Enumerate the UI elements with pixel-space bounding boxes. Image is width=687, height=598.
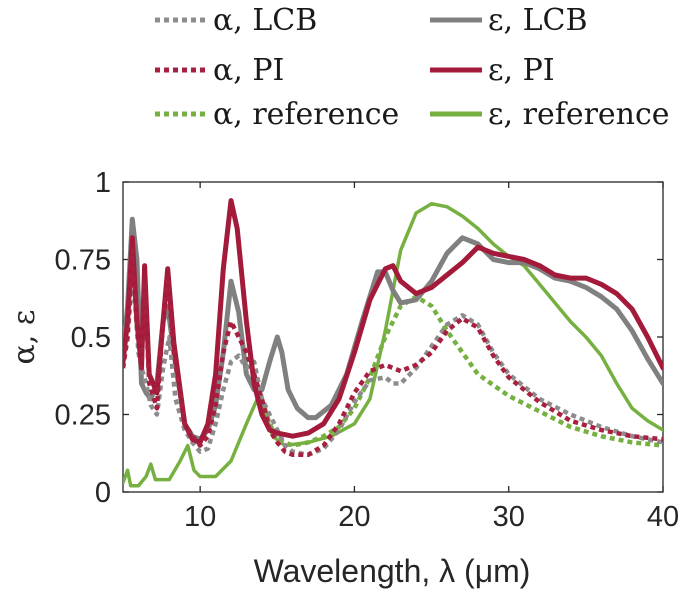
legend: α, LCB ε, LCB α, PI ε, PI α, reference ε, ref… [155,3,670,132]
x-tick-label: 30 [493,501,525,533]
axes-box [122,181,664,493]
y-tick-label: 0.75 [55,245,111,277]
series-line-epsilon-reference [123,201,663,488]
axes: 0 0.25 0.5 0.75 1 10 20 30 40 [55,167,680,533]
x-axis-label: Wavelength, λ (μm) [254,553,531,589]
series-line-epsilon-pi [123,198,663,445]
legend-label-epsilon-pi: ε, PI [488,53,555,88]
series-line-epsilon-lcb [123,216,663,442]
y-axis-label: α, ε [7,310,42,365]
y-tick-label: 1 [95,167,111,199]
y-tick-label: 0.5 [71,322,111,354]
legend-label-alpha-pi: α, PI [213,53,284,88]
series-line-alpha-pi [123,247,663,458]
axis-labels: Wavelength, λ (μm) α, ε [7,310,530,589]
legend-label-alpha-lcb: α, LCB [213,3,317,38]
plot-area [123,198,663,488]
x-tick-label: 40 [647,501,679,533]
series-line-alpha-lcb [123,272,663,458]
legend-label-alpha-reference: α, reference [213,97,399,132]
x-tick-label: 10 [184,501,216,533]
y-tick-label: 0.25 [55,400,111,432]
legend-label-epsilon-lcb: ε, LCB [488,3,588,38]
y-tick-label: 0 [95,477,111,509]
x-tick-label: 20 [338,501,370,533]
legend-label-epsilon-reference: ε, reference [488,97,670,132]
